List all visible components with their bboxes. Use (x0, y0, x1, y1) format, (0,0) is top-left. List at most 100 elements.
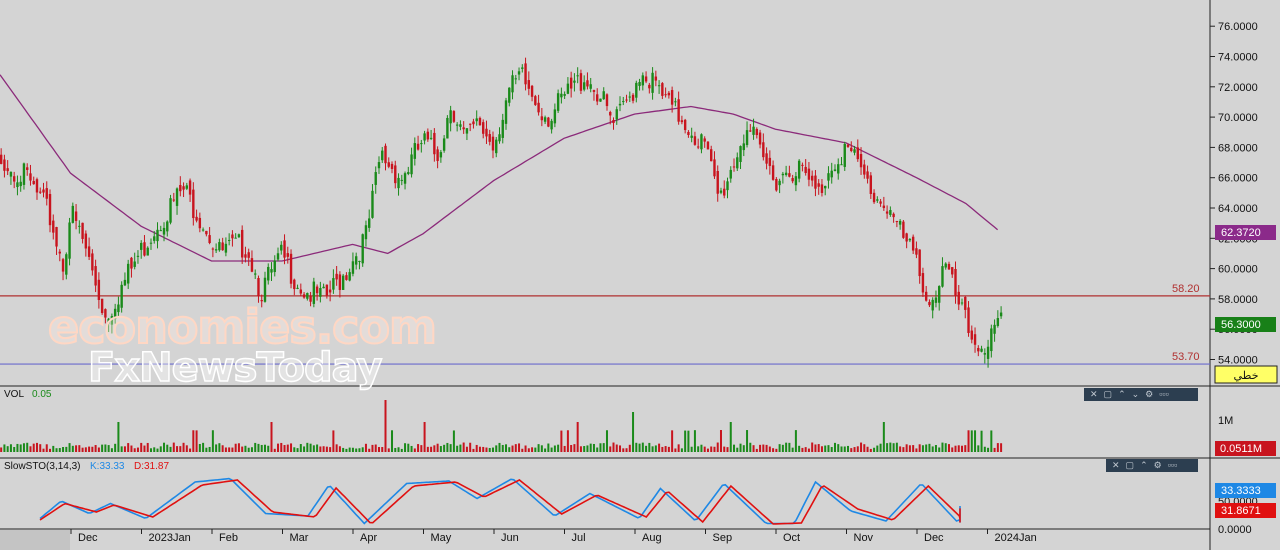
volume-bar (602, 443, 605, 452)
candle-body (677, 99, 680, 122)
candle-body (755, 128, 759, 136)
settings-icon[interactable]: ⚙ (1153, 460, 1162, 470)
volume-bar (208, 446, 211, 452)
volume-bar (853, 447, 856, 452)
candle-body (394, 165, 397, 184)
volume-bar (430, 446, 433, 452)
candle-body (508, 87, 511, 103)
candle-body (947, 263, 951, 270)
volume-bar (791, 447, 794, 452)
settings-icon[interactable]: ⚙ (1145, 389, 1154, 399)
volume-bar (820, 446, 823, 452)
candle-body (882, 205, 886, 209)
move-up-icon[interactable]: ⌃ (1140, 460, 1148, 470)
volume-bar (417, 444, 420, 452)
candle-body (706, 141, 710, 150)
volume-bar (277, 443, 280, 452)
candle-body (980, 348, 983, 352)
volume-bar (140, 442, 143, 452)
candle-body (736, 157, 739, 169)
candle-body (140, 242, 143, 250)
move-down-icon[interactable]: ⌄ (1131, 389, 1140, 399)
price-axis-label: 64.0000 (1218, 203, 1258, 215)
candle-body (885, 211, 889, 214)
volume-bar (697, 446, 700, 452)
maximize-icon[interactable]: ▢ (1103, 389, 1113, 399)
candle-body (475, 118, 478, 122)
volume-bar (263, 444, 266, 452)
stoch-panel-controls[interactable]: ✕ ▢ ⌃ ⚙ ▫▫▫ (1106, 459, 1198, 472)
volume-bar (234, 443, 237, 452)
volume-bar (873, 447, 876, 452)
move-up-icon[interactable]: ⌃ (1118, 389, 1126, 399)
volume-bar (987, 447, 990, 452)
volume-bar (94, 445, 97, 452)
candle-body (123, 279, 127, 286)
volume-bar (749, 442, 752, 452)
candle-body (153, 236, 156, 241)
volume-bar (123, 446, 126, 452)
candle-body (234, 237, 237, 239)
volume-bar (29, 446, 32, 452)
candle-body (113, 308, 117, 320)
close-icon[interactable]: ✕ (1112, 460, 1120, 470)
volume-bar (934, 445, 937, 452)
volume-bar (407, 443, 410, 452)
time-axis-label: May (431, 532, 452, 544)
volume-bar (198, 444, 201, 452)
volume-bar (309, 443, 312, 452)
volume-bar (951, 447, 954, 452)
volume-bar (837, 444, 840, 452)
candle-body (22, 163, 26, 185)
candle-body (661, 83, 664, 96)
volume-bar (306, 442, 309, 452)
candle-body (517, 71, 521, 75)
drawing-tool-badge[interactable] (1214, 365, 1278, 384)
volume-bar (436, 443, 439, 452)
volume-bar (882, 422, 885, 452)
drawing-tool-badge-text[interactable]: خطي (1234, 370, 1259, 382)
candle-body (377, 162, 381, 169)
candle-body (915, 248, 918, 255)
candle-body (527, 80, 531, 89)
more-icon[interactable]: ▫▫▫ (1167, 460, 1178, 470)
candle-body (550, 120, 553, 130)
time-axis-label: Oct (783, 532, 800, 544)
time-axis-left-pad (0, 530, 70, 550)
more-icon[interactable]: ▫▫▫ (1159, 389, 1169, 399)
candle-body (465, 128, 469, 134)
time-axis-label: 2023Jan (149, 532, 191, 544)
candle-body (452, 111, 456, 122)
volume-panel[interactable] (0, 387, 1210, 457)
volume-bar (498, 442, 501, 452)
candle-body (371, 190, 374, 218)
price-panel[interactable] (0, 0, 1210, 385)
volume-bar (511, 445, 514, 452)
candle-body (26, 167, 29, 170)
candle-body (944, 263, 947, 268)
volume-bar (824, 445, 827, 452)
volume-bar (159, 446, 162, 452)
candle-body (296, 287, 299, 289)
stoch-panel[interactable] (0, 459, 1210, 529)
candle-body (866, 171, 869, 179)
close-icon[interactable]: ✕ (1090, 389, 1098, 399)
candle-body (214, 249, 218, 251)
candle-body (446, 117, 449, 139)
maximize-icon[interactable]: ▢ (1125, 460, 1135, 470)
volume-bar (615, 444, 618, 452)
candle-body (970, 330, 973, 340)
candle-body (846, 144, 850, 147)
candle-body (700, 134, 703, 150)
candle-body (592, 90, 596, 92)
volume-bar (332, 430, 335, 452)
volume-bar (540, 445, 543, 452)
candle-body (390, 163, 394, 169)
candle-body (286, 253, 289, 257)
volume-bar (814, 444, 817, 452)
candle-body (442, 138, 446, 151)
volume-bar (45, 444, 48, 452)
volume-bar (954, 445, 957, 452)
volume-panel-controls[interactable]: ✕ ▢ ⌃ ⌄ ⚙ ▫▫▫ (1084, 388, 1198, 401)
